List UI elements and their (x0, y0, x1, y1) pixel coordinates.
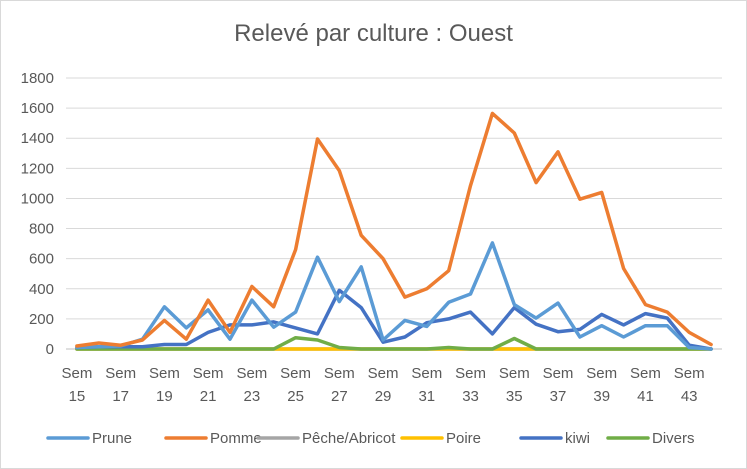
series-line-pomme (75, 111, 713, 348)
legend-label: Divers (652, 430, 695, 447)
gridlines (66, 77, 722, 320)
series-line-divers (75, 335, 713, 351)
x-tick-label: 15 (69, 388, 86, 405)
y-tick-label: 200 (29, 311, 54, 328)
y-tick-label: 1000 (21, 190, 54, 207)
x-tick-label: Sem (324, 365, 355, 382)
chart-title: Relevé par culture : Ouest (234, 20, 513, 47)
x-tick-label: 41 (637, 388, 654, 405)
x-tick-label: 19 (156, 388, 173, 405)
x-tick-label: Sem (280, 365, 311, 382)
x-tick-label: Sem (411, 365, 442, 382)
legend-label: Prune (92, 430, 132, 447)
x-tick-label: Sem (630, 365, 661, 382)
y-tick-label: 1800 (21, 70, 54, 87)
x-tick-label: 29 (375, 388, 392, 405)
x-tick-label: 21 (200, 388, 217, 405)
x-tick-label: Sem (105, 365, 136, 382)
y-axis-ticks: 0 200 400 600 800 1000 1200 1400 1600 1800 (21, 70, 54, 358)
x-tick-label: 17 (112, 388, 129, 405)
y-tick-label: 400 (29, 281, 54, 298)
x-tick-label: Sem (193, 365, 224, 382)
series-line-kiwi (75, 288, 713, 351)
x-tick-label: 25 (287, 388, 304, 405)
legend: Prune Pomme Pêche/Abricot Poire kiwi Divers (46, 430, 695, 447)
x-tick-label: Sem (543, 365, 574, 382)
series-lines (75, 111, 713, 351)
y-tick-label: 1600 (21, 100, 54, 117)
x-tick-label: 23 (244, 388, 261, 405)
y-tick-label: 1200 (21, 160, 54, 177)
series-line-prune (75, 241, 713, 351)
y-tick-label: 1400 (21, 130, 54, 147)
x-tick-label: Sem (499, 365, 530, 382)
x-tick-label: Sem (674, 365, 705, 382)
x-axis-ticks: Sem 15 Sem 17 Sem 19 Sem 21 Sem 23 Sem 25 Sem 27 Sem 29… (62, 365, 705, 405)
y-tick-label: 800 (29, 221, 54, 238)
x-tick-label: 27 (331, 388, 348, 405)
legend-label: Pomme (210, 430, 262, 447)
x-tick-label: 43 (681, 388, 698, 405)
x-tick-label: 31 (418, 388, 435, 405)
x-tick-label: Sem (236, 365, 267, 382)
x-tick-label: Sem (368, 365, 399, 382)
x-tick-label: Sem (586, 365, 617, 382)
legend-label: Pêche/Abricot (302, 430, 396, 447)
legend-label: Poire (446, 430, 481, 447)
x-tick-label: 35 (506, 388, 523, 405)
y-tick-label: 0 (46, 341, 54, 358)
x-tick-label: 37 (550, 388, 567, 405)
x-tick-label: Sem (455, 365, 486, 382)
y-tick-label: 600 (29, 251, 54, 268)
legend-label: kiwi (565, 430, 590, 447)
x-tick-label: Sem (149, 365, 180, 382)
x-tick-label: 33 (462, 388, 479, 405)
x-tick-label: 39 (593, 388, 610, 405)
x-tick-label: Sem (62, 365, 93, 382)
